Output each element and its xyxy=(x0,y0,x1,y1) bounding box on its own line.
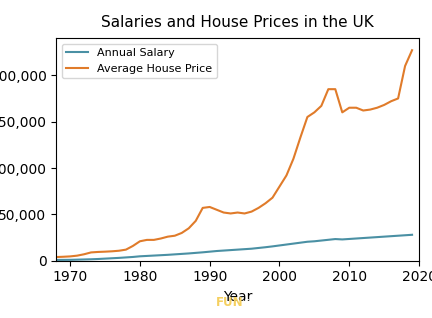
Average House Price xyxy=(54,255,59,259)
Annual Salary xyxy=(82,258,87,261)
Annual Salary xyxy=(179,252,184,256)
Title: Salaries and House Prices in the UK: Salaries and House Prices in the UK xyxy=(101,15,374,30)
Annual Salary xyxy=(221,249,226,252)
Average House Price xyxy=(381,103,387,107)
Average House Price xyxy=(82,252,87,256)
Average House Price xyxy=(221,211,226,214)
Average House Price xyxy=(179,231,184,235)
X-axis label: Year: Year xyxy=(223,290,252,304)
Annual Salary xyxy=(284,243,289,246)
Annual Salary xyxy=(54,258,59,262)
Legend: Annual Salary, Average House Price: Annual Salary, Average House Price xyxy=(62,44,217,78)
Line: Annual Salary: Annual Salary xyxy=(56,235,412,260)
Text: See what's trending at: See what's trending at xyxy=(79,296,216,308)
Text: substance.com: substance.com xyxy=(244,296,333,308)
Annual Salary xyxy=(410,233,415,237)
Average House Price xyxy=(410,48,415,52)
Text: FUN: FUN xyxy=(216,296,244,308)
Average House Price xyxy=(284,174,289,177)
Average House Price xyxy=(270,196,275,200)
Annual Salary xyxy=(381,235,387,238)
Line: Average House Price: Average House Price xyxy=(56,50,412,257)
Annual Salary xyxy=(270,245,275,248)
